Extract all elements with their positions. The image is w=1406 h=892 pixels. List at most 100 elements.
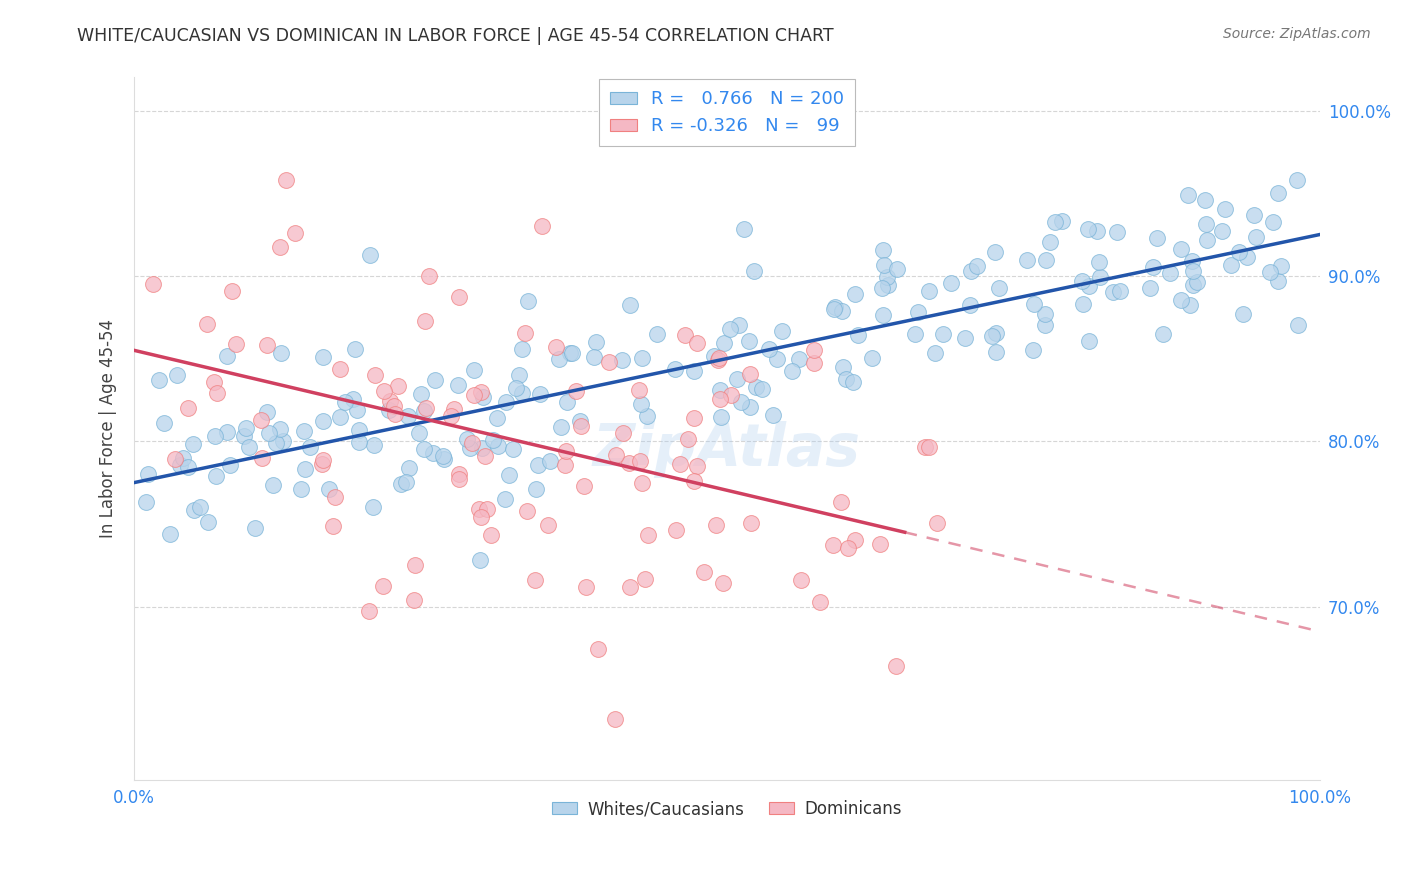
Point [924,346,946,360]
Point [1286,318,1309,333]
Point [329,410,352,425]
Point [1258,265,1281,279]
Point [1139,281,1161,295]
Point [586,641,609,656]
Point [169,458,191,472]
Point [1088,254,1111,268]
Point [1270,259,1292,273]
Point [517,293,540,308]
Point [432,449,454,463]
Point [740,516,762,531]
Point [636,409,658,424]
Point [685,335,707,350]
Point [704,517,727,532]
Point [529,387,551,401]
Point [219,458,242,473]
Point [770,324,793,338]
Point [966,259,988,273]
Point [440,409,463,424]
Point [758,342,780,356]
Point [751,383,773,397]
Point [1177,188,1199,202]
Point [537,517,560,532]
Point [886,262,908,277]
Point [869,537,891,551]
Point [232,429,254,443]
Point [538,454,561,468]
Point [1170,242,1192,256]
Point [378,393,401,408]
Legend: Whites/Caucasians, Dominicans: Whites/Caucasians, Dominicans [546,793,908,825]
Point [986,326,1008,340]
Point [142,277,165,291]
Point [1194,193,1216,207]
Point [513,326,536,340]
Point [413,442,436,457]
Point [346,403,368,417]
Point [269,240,291,254]
Point [558,346,581,360]
Point [163,452,186,467]
Point [412,403,434,417]
Point [264,436,287,450]
Point [728,318,751,333]
Point [1152,326,1174,341]
Point [474,449,496,463]
Point [676,432,699,446]
Point [709,384,731,398]
Point [347,434,370,449]
Point [318,482,340,496]
Point [449,289,471,303]
Point [550,420,572,434]
Point [387,378,409,392]
Point [742,264,765,278]
Point [766,352,789,367]
Point [787,351,810,366]
Point [344,342,367,356]
Point [1243,208,1265,222]
Point [467,501,489,516]
Point [1195,217,1218,231]
Point [1211,224,1233,238]
Point [630,397,652,411]
Point [713,575,735,590]
Point [569,419,592,434]
Point [250,413,273,427]
Point [195,317,218,331]
Point [463,387,485,401]
Point [1170,293,1192,308]
Point [988,281,1011,295]
Point [1050,214,1073,228]
Point [707,352,730,367]
Point [669,457,692,471]
Point [730,395,752,409]
Point [780,364,803,378]
Point [468,553,491,567]
Point [561,346,583,360]
Point [252,451,274,466]
Point [311,457,333,471]
Point [486,439,509,453]
Point [612,426,634,441]
Point [939,276,962,290]
Point [914,440,936,454]
Point [342,392,364,406]
Point [389,477,412,491]
Point [1159,266,1181,280]
Point [471,441,494,455]
Point [294,462,316,476]
Point [844,533,866,547]
Point [1088,270,1111,285]
Point [1220,258,1243,272]
Point [384,408,406,422]
Point [834,372,856,386]
Point [217,349,239,363]
Point [166,368,188,383]
Point [707,351,730,365]
Point [225,336,247,351]
Point [463,363,485,377]
Point [1229,244,1251,259]
Point [1267,274,1289,288]
Point [257,425,280,440]
Point [482,433,505,447]
